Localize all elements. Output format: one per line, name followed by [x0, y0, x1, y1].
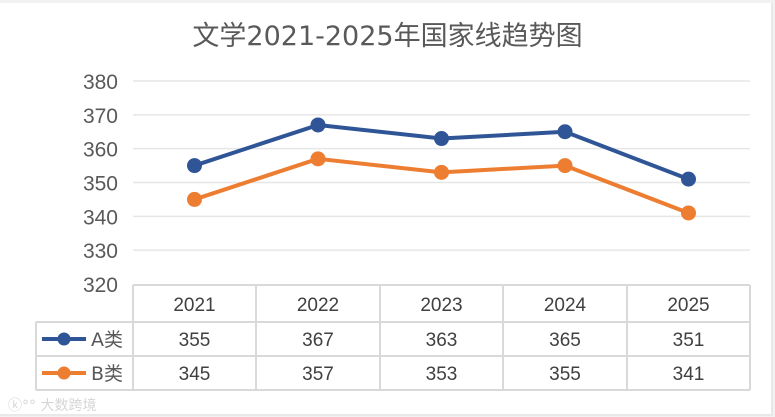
x-category-label: 2024 [544, 295, 587, 316]
table-cell-value: 355 [179, 330, 211, 351]
data-point-marker [187, 158, 202, 174]
legend-marker-icon [57, 366, 71, 380]
table-cell-value: 355 [549, 364, 581, 385]
data-point-marker [434, 131, 449, 147]
table-cell-value: 367 [302, 330, 334, 351]
legend-label: A类 [91, 329, 123, 351]
data-point-marker [557, 124, 573, 140]
table-cell-value: 363 [426, 330, 458, 351]
x-category-label: 2025 [667, 295, 709, 316]
y-tick-label: 320 [83, 274, 118, 297]
data-point-marker [187, 191, 202, 207]
data-point-marker [557, 158, 573, 174]
x-category-label: 2021 [173, 295, 215, 316]
data-point-marker [310, 151, 326, 167]
chart-frame [0, 3, 773, 416]
y-tick-label: 370 [83, 105, 118, 128]
legend-marker-icon [57, 332, 71, 346]
y-tick-label: 350 [83, 173, 118, 196]
y-tick-label: 330 [83, 240, 118, 263]
table-cell-value: 345 [179, 364, 211, 385]
y-tick-label: 340 [83, 206, 118, 229]
data-point-marker [681, 171, 696, 187]
chart-title: 文学2021-2025年国家线趋势图 [192, 21, 583, 52]
table-cell-value: 351 [673, 330, 705, 351]
data-table: 2021 2022 2023 2024 2025 A类 355 367 363 365 351 B类 3… [35, 284, 751, 391]
watermark-logo-icon: ⓚ°° [8, 398, 36, 414]
watermark: ⓚ°° 大数跨境 [8, 398, 97, 414]
x-category-label: 2023 [420, 295, 462, 316]
data-point-marker [434, 164, 449, 180]
x-category-label: 2022 [297, 295, 339, 316]
table-cell-value: 357 [302, 364, 334, 385]
table-cell-value: 341 [673, 364, 705, 385]
data-point-marker [310, 117, 326, 133]
table-cell-value: 353 [426, 364, 458, 385]
legend-label: B类 [91, 363, 123, 385]
y-tick-label: 360 [83, 139, 118, 162]
data-point-marker [681, 205, 696, 221]
y-tick-label: 380 [83, 71, 118, 94]
table-cell-value: 365 [549, 330, 581, 351]
